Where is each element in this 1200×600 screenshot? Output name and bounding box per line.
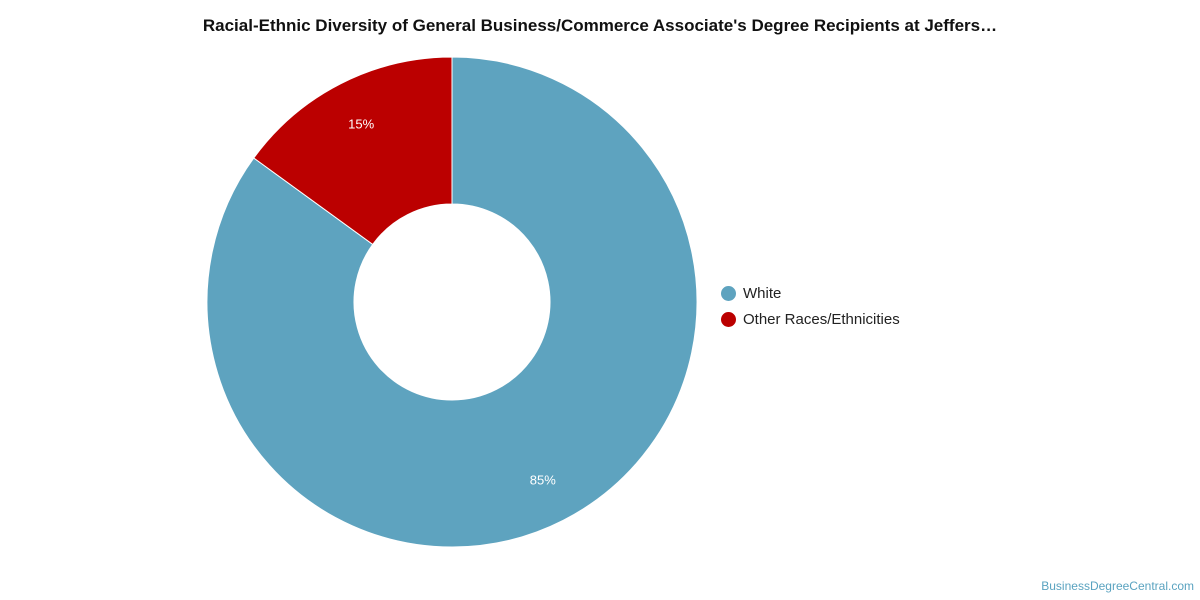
legend-swatch-other [721,311,736,327]
legend-swatch-white [721,285,736,301]
data-label-white: 85% [530,473,556,488]
slice-white[interactable] [206,56,698,548]
legend-label-white: White [743,284,782,302]
site-credit[interactable]: BusinessDegreeCentral.com [1041,579,1194,593]
legend-label-other: Other Races/Ethnicities [743,310,900,328]
slice-other-races-ethnicities[interactable] [253,56,453,246]
data-label-other-races-ethnicities: 15% [348,116,374,131]
chart-title: Racial-Ethnic Diversity of General Busin… [202,16,998,35]
legend-item-white[interactable]: White [721,280,900,306]
legend: White Other Races/Ethnicities [721,280,900,332]
legend-item-other[interactable]: Other Races/Ethnicities [721,306,900,332]
